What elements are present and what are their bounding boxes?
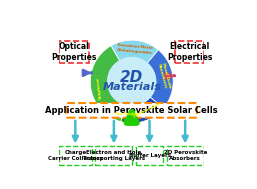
Circle shape [108, 58, 156, 106]
Text: Black Phosphorus: Black Phosphorus [115, 112, 141, 116]
FancyBboxPatch shape [136, 146, 163, 165]
Wedge shape [90, 46, 125, 122]
Wedge shape [111, 40, 158, 63]
Text: Graphene: Graphene [96, 77, 103, 100]
Text: 2D Perovskite: 2D Perovskite [132, 102, 162, 119]
Text: Metal Oxide
Nanosheets: Metal Oxide Nanosheets [157, 62, 171, 90]
Text: Electrical
Properties: Electrical Properties [167, 43, 212, 62]
Text: Charge
Carrier Collectors: Charge Carrier Collectors [48, 150, 103, 161]
FancyBboxPatch shape [59, 41, 89, 64]
Text: Electron and Hole
Transporting Layers: Electron and Hole Transporting Layers [83, 150, 145, 161]
Text: Optical
Properties: Optical Properties [51, 43, 97, 62]
FancyBboxPatch shape [167, 146, 204, 165]
Text: Application in Perovskite Solar Cells: Application in Perovskite Solar Cells [45, 106, 218, 115]
Wedge shape [147, 50, 173, 108]
Text: Transition Metal
Dichalcogenides: Transition Metal Dichalcogenides [116, 43, 153, 55]
FancyBboxPatch shape [175, 41, 205, 64]
FancyBboxPatch shape [95, 146, 132, 165]
Wedge shape [121, 105, 132, 123]
Text: Buffer Layers: Buffer Layers [128, 153, 171, 158]
Text: 2D: 2D [120, 70, 143, 85]
FancyBboxPatch shape [67, 103, 197, 118]
Text: Materials: Materials [102, 82, 161, 92]
Wedge shape [132, 97, 163, 123]
Text: 2D Perovskite
Absorbers: 2D Perovskite Absorbers [163, 150, 207, 161]
FancyBboxPatch shape [59, 146, 92, 165]
